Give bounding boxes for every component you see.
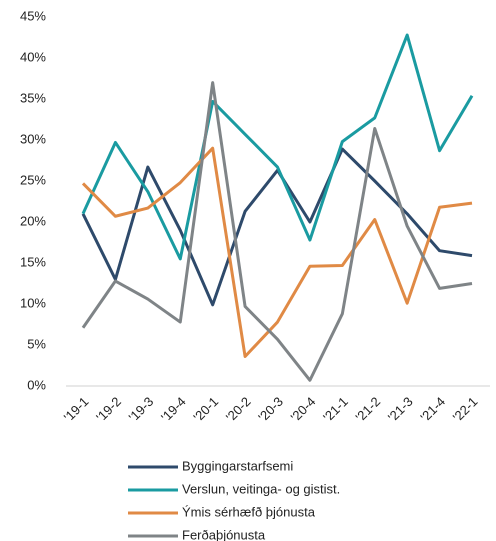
y-tick-label: 25% — [20, 172, 46, 187]
y-tick-label: 45% — [20, 8, 46, 23]
y-tick-label: 10% — [20, 295, 46, 310]
y-tick-label: 30% — [20, 131, 46, 146]
legend-label: Ýmis sérhæfð þjónusta — [182, 504, 316, 519]
line — [81, 33, 474, 261]
y-tick-label: 0% — [27, 377, 46, 392]
legend-label: Verslun, veitinga- og gistist. — [182, 481, 340, 496]
legend-label: Ferðaþjónusta — [182, 527, 266, 541]
x-tick-label: '21-2 — [353, 394, 384, 425]
y-tick-label: 5% — [27, 336, 46, 351]
y-tick-label: 15% — [20, 254, 46, 269]
x-tick-label: '19-4 — [158, 394, 189, 425]
x-tick-label: '20-1 — [190, 394, 221, 425]
x-tick-label: '20-4 — [288, 394, 319, 425]
x-tick-label: '22-1 — [450, 394, 481, 425]
y-tick-label: 35% — [20, 90, 46, 105]
x-tick-label: '20-2 — [223, 394, 254, 425]
y-tick-label: 20% — [20, 213, 46, 228]
y-tick-label: 40% — [20, 49, 46, 64]
x-tick-label: '20-3 — [255, 394, 286, 425]
x-tick-label: '21-4 — [417, 394, 448, 425]
x-tick-label: '19-2 — [93, 394, 124, 425]
x-tick-label: '19-1 — [61, 394, 92, 425]
legend-label: Byggingarstarfsemi — [182, 458, 293, 473]
x-tick-label: '21-3 — [385, 394, 416, 425]
line — [81, 146, 473, 358]
x-tick-label: '21-1 — [320, 394, 351, 425]
line — [81, 81, 473, 382]
x-tick-label: '19-3 — [126, 394, 157, 425]
